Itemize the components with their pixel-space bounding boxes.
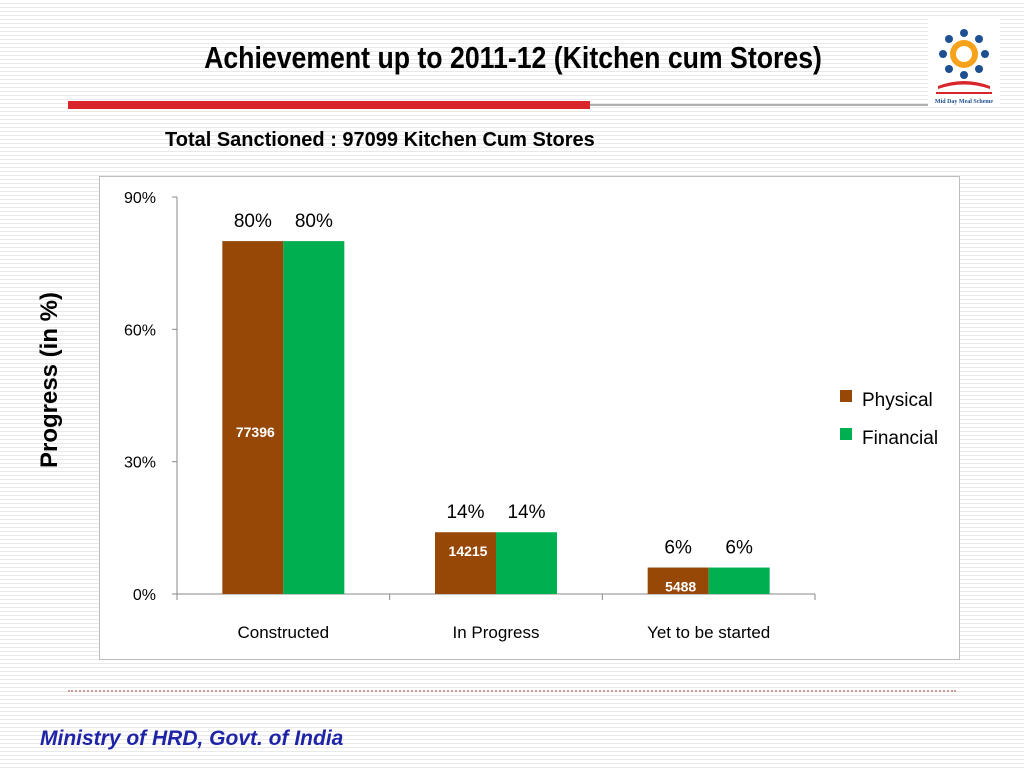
legend-swatch-physical [840, 390, 852, 402]
x-tick-label: Constructed [237, 623, 329, 642]
y-tick-label: 0% [133, 587, 156, 604]
slide-title: Achievement up to 2011-12 (Kitchen cum S… [204, 40, 822, 75]
bar-physical [435, 532, 496, 594]
data-label: 14% [507, 502, 545, 523]
bar-physical [647, 567, 709, 594]
y-tick-label: 30% [124, 455, 156, 472]
data-label: 6% [725, 538, 753, 559]
data-label: 14% [446, 502, 484, 523]
data-label: 6% [664, 538, 692, 559]
logo-emblem-icon [938, 29, 990, 89]
y-tick-label: 90% [124, 190, 156, 207]
count-label: 77396 [236, 424, 275, 440]
bar-financial [496, 532, 557, 594]
bar-physical [222, 241, 284, 594]
y-tick-label: 60% [124, 322, 156, 339]
legend-swatch-financial [840, 428, 852, 440]
footer-text: Ministry of HRD, Govt. of India [40, 727, 344, 750]
x-tick-label: Yet to be started [647, 623, 770, 642]
count-label: 14215 [449, 543, 488, 559]
mid-day-meal-logo: Mid Day Meal Scheme [928, 16, 1000, 106]
data-label: 80% [295, 211, 333, 232]
bar-financial [708, 567, 770, 594]
bar-financial [283, 241, 345, 594]
chart-subtitle: Total Sanctioned : 97099 Kitchen Cum Sto… [165, 129, 595, 151]
title-rule-grey [590, 104, 956, 106]
title-rule-red [68, 101, 590, 109]
legend-label: Physical [862, 390, 933, 411]
footer-rule [68, 690, 956, 692]
legend-label: Financial [862, 428, 938, 449]
x-tick-label: In Progress [453, 623, 540, 642]
logo-text: Mid Day Meal Scheme [935, 99, 993, 105]
logo-hindi-text-icon [936, 92, 992, 94]
data-label: 80% [234, 211, 272, 232]
count-label: 5488 [665, 579, 696, 595]
